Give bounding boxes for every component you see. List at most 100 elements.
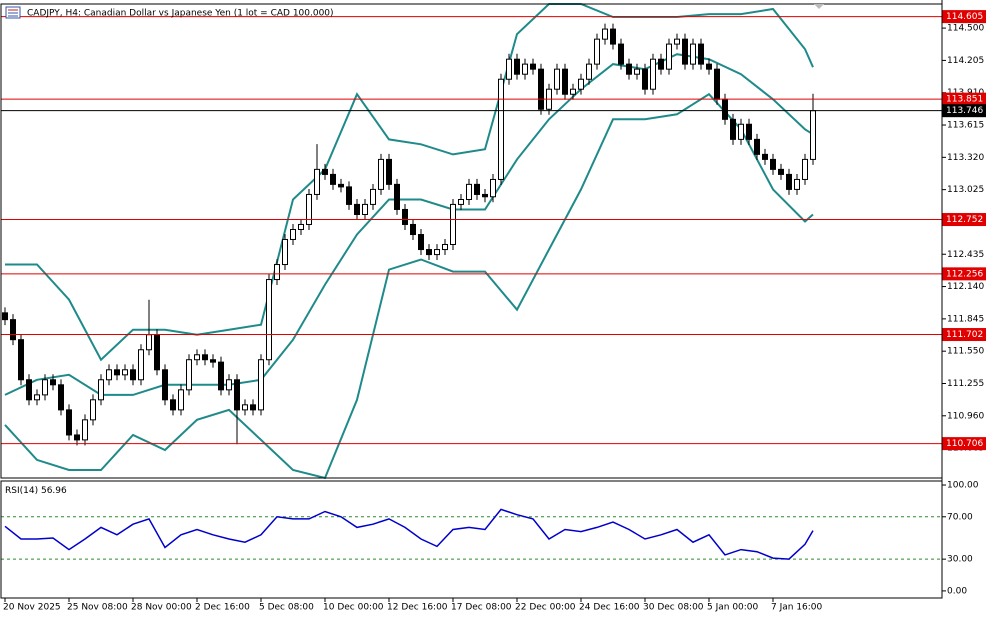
candle-body xyxy=(642,68,648,90)
y-tick-label: 30.00 xyxy=(947,555,973,565)
rsi-label: RSI(14) 56.96 xyxy=(5,486,67,496)
candle-body xyxy=(242,404,248,411)
candle-body xyxy=(362,203,368,215)
candle-body xyxy=(722,98,728,120)
y-tick-label: 114.500 xyxy=(947,24,984,34)
candle-body xyxy=(466,183,472,200)
candle-body xyxy=(146,334,152,351)
candle-body xyxy=(386,158,392,185)
level-label: 114.605 xyxy=(946,12,983,22)
rsi-value: 56.96 xyxy=(41,486,67,496)
candle-body xyxy=(178,389,184,411)
candle-body xyxy=(378,158,384,190)
candle-body xyxy=(570,88,576,95)
candle-body xyxy=(810,110,816,160)
level-tag xyxy=(942,213,986,227)
candle-body xyxy=(226,379,232,391)
candle-body xyxy=(122,369,128,376)
level-label: 113.851 xyxy=(946,95,983,105)
candle-body xyxy=(802,158,808,180)
level-label: 112.752 xyxy=(946,215,983,225)
candle-body xyxy=(2,312,8,321)
symbol-icon xyxy=(5,6,21,19)
candle-body xyxy=(290,229,296,240)
candle-body xyxy=(306,193,312,225)
candle-body xyxy=(218,361,224,391)
y-tick-label: 100.00 xyxy=(947,481,979,491)
candle-body xyxy=(58,384,64,411)
candle-body xyxy=(786,173,792,190)
y-tick-label: 113.320 xyxy=(947,153,984,163)
current-price-label: 113.746 xyxy=(946,106,983,116)
candle-body xyxy=(530,63,536,70)
candle-body xyxy=(90,399,96,421)
candle-body xyxy=(418,234,424,251)
candle-body xyxy=(602,28,608,40)
candle-body xyxy=(370,188,376,205)
candle-body xyxy=(714,68,720,100)
candle-body xyxy=(514,58,520,75)
candle-body xyxy=(778,168,784,175)
candle-body xyxy=(578,78,584,90)
candle-body xyxy=(354,203,360,215)
candle-body xyxy=(74,434,80,441)
candle-body xyxy=(266,279,272,361)
candle-body xyxy=(322,168,328,175)
candle-body xyxy=(490,178,496,198)
candle-body xyxy=(634,68,640,75)
x-tick-label: 5 Jan 00:00 xyxy=(707,603,759,613)
current-price-tag xyxy=(942,104,986,118)
y-tick-label: 111.845 xyxy=(947,314,984,324)
candle-body xyxy=(26,379,32,401)
candle-body xyxy=(50,379,56,386)
rsi-line xyxy=(4,508,814,560)
candle-body xyxy=(626,63,632,75)
candle-body xyxy=(114,369,120,376)
candle-body xyxy=(538,68,544,110)
candle-body xyxy=(554,68,560,90)
x-tick-label: 12 Dec 16:00 xyxy=(387,603,448,613)
candle-body xyxy=(682,38,688,65)
y-tick-label: 110.960 xyxy=(947,411,984,421)
x-tick-label: 30 Dec 08:00 xyxy=(643,603,704,613)
candle-body xyxy=(458,198,464,205)
y-tick-label: 114.205 xyxy=(947,56,984,66)
y-tick-label: 0.00 xyxy=(947,586,967,596)
candle-body xyxy=(162,369,168,401)
level-label: 111.702 xyxy=(946,330,983,340)
candle-body xyxy=(34,394,40,401)
y-tick-label: 113.025 xyxy=(947,185,984,195)
candle-body xyxy=(706,63,712,70)
candle-body xyxy=(426,249,432,256)
y-tick-label: 112.435 xyxy=(947,250,984,260)
candle-body xyxy=(762,153,768,160)
candle-body xyxy=(106,369,112,381)
x-tick-label: 20 Nov 2025 xyxy=(3,603,61,613)
candle-body xyxy=(274,264,280,281)
candle-body xyxy=(10,319,16,341)
candle-body xyxy=(410,223,416,236)
axis-layer: 114.500114.205113.910113.615113.320113.0… xyxy=(3,0,986,613)
level-tag xyxy=(942,10,986,24)
candle-body xyxy=(698,43,704,65)
candle-body xyxy=(18,339,24,381)
candle-body xyxy=(42,379,48,396)
candle-body xyxy=(610,28,616,45)
candle-body xyxy=(138,349,144,381)
x-tick-label: 24 Dec 16:00 xyxy=(579,603,640,613)
level-tag xyxy=(942,267,986,281)
x-tick-label: 7 Jan 16:00 xyxy=(771,603,823,613)
candle-body xyxy=(674,38,680,45)
candle-body xyxy=(154,334,160,371)
candle-body xyxy=(98,379,104,401)
candle-body xyxy=(770,158,776,170)
x-tick-label: 28 Nov 00:00 xyxy=(131,603,192,613)
candle-body xyxy=(506,58,512,80)
x-tick-label: 10 Dec 00:00 xyxy=(323,603,384,613)
candle-body xyxy=(210,359,216,363)
candle-body xyxy=(234,379,240,411)
candle-body xyxy=(66,409,72,436)
candle-body xyxy=(738,123,744,140)
candle-body xyxy=(298,223,304,231)
